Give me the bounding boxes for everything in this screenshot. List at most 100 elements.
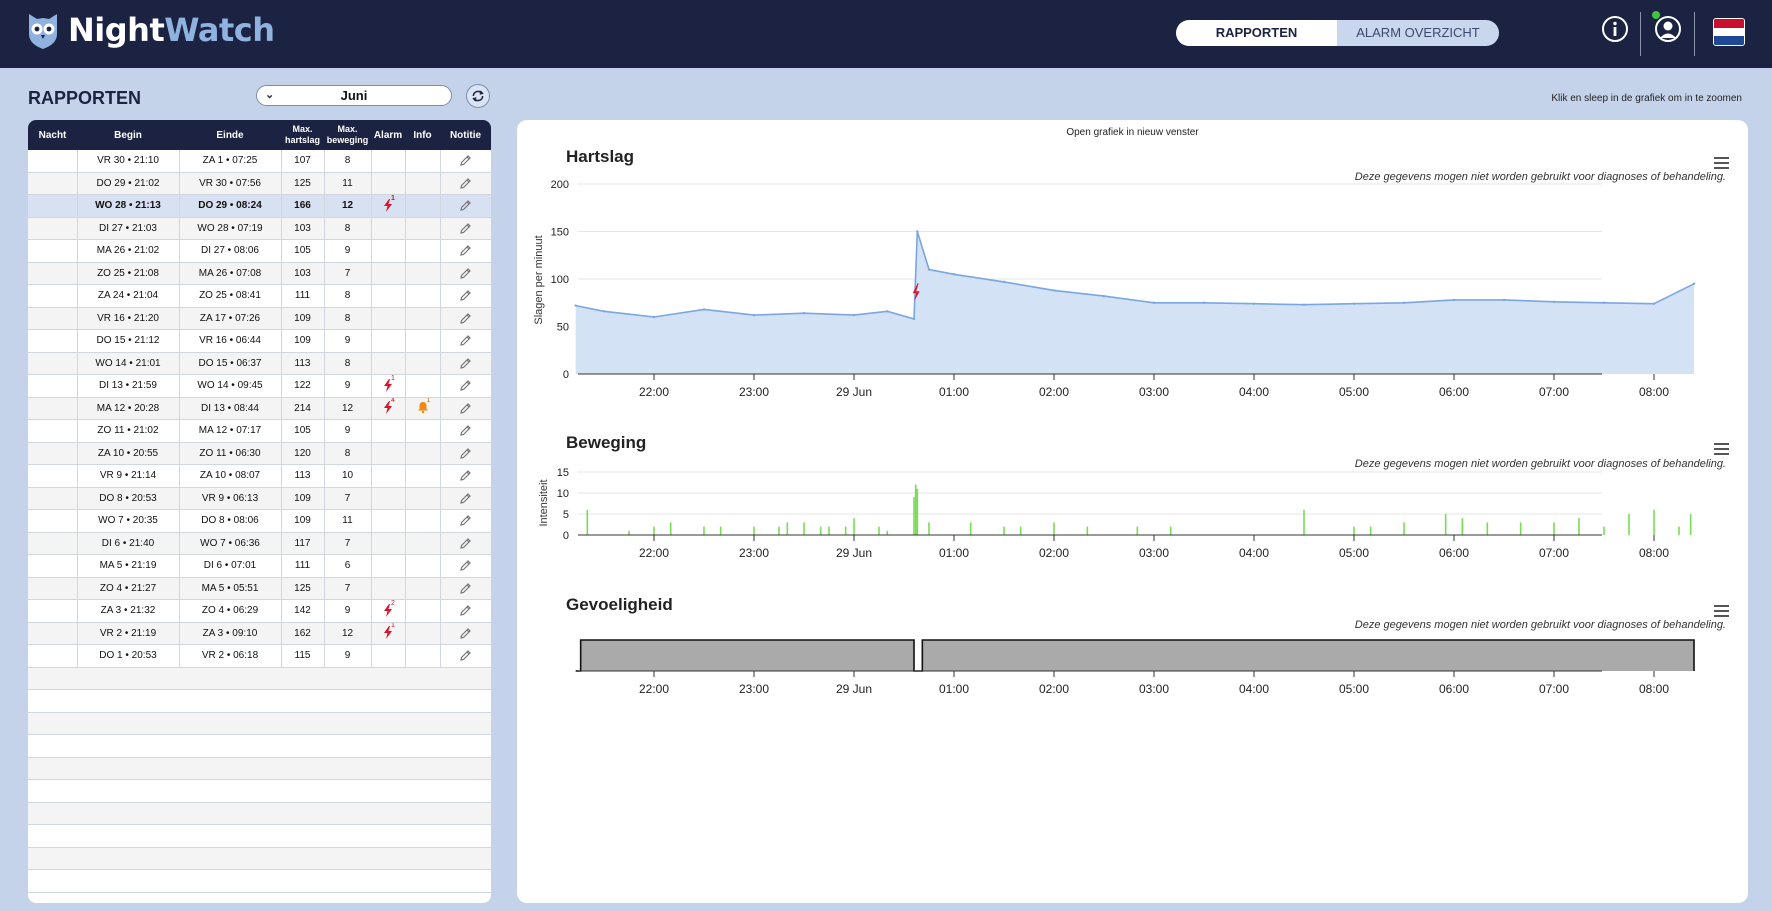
- cell-notitie[interactable]: [440, 194, 491, 218]
- pencil-icon[interactable]: [459, 357, 472, 369]
- alarm-indicator[interactable]: 4: [382, 397, 395, 415]
- info-indicator[interactable]: 1: [417, 397, 430, 415]
- pencil-icon[interactable]: [459, 492, 472, 504]
- cell-notitie[interactable]: [440, 419, 491, 443]
- table-row[interactable]: ZO 4 • 21:27 MA 5 • 05:51 125 7: [28, 577, 491, 600]
- col-alarm[interactable]: Alarm: [371, 120, 405, 150]
- pencil-icon[interactable]: [459, 425, 472, 437]
- tab-rapporten[interactable]: RAPPORTEN: [1176, 20, 1337, 46]
- table-row[interactable]: ZA 24 • 21:04 ZO 25 • 08:41 111 8: [28, 284, 491, 308]
- month-select[interactable]: ⌄ Juni: [256, 85, 452, 106]
- beweging-menu-icon[interactable]: [1714, 443, 1729, 456]
- cell-notitie[interactable]: [440, 599, 491, 623]
- cell-notitie[interactable]: [440, 217, 491, 240]
- pencil-icon[interactable]: [459, 290, 472, 302]
- table-row[interactable]: ZO 25 • 21:08 MA 26 • 07:08 103 7: [28, 262, 491, 285]
- cell-notitie[interactable]: [440, 307, 491, 330]
- flag-nl-icon[interactable]: [1713, 18, 1745, 46]
- col-notitie[interactable]: Notitie: [440, 120, 491, 150]
- alarm-indicator[interactable]: 1: [382, 195, 395, 213]
- table-row[interactable]: WO 7 • 20:35 DO 8 • 08:06 109 11: [28, 509, 491, 533]
- col-begin[interactable]: Begin: [77, 120, 179, 150]
- pencil-icon[interactable]: [459, 627, 472, 639]
- cell-notitie[interactable]: [440, 329, 491, 353]
- pencil-icon[interactable]: [459, 200, 472, 212]
- table-row[interactable]: VR 2 • 21:19 ZA 3 • 09:10 162 12 1: [28, 622, 491, 645]
- pencil-icon[interactable]: [459, 650, 472, 662]
- cell-notitie[interactable]: [440, 554, 491, 578]
- table-row[interactable]: DI 6 • 21:40 WO 7 • 06:36 117 7: [28, 532, 491, 555]
- cell-alarm[interactable]: 1: [371, 194, 406, 218]
- hartslag-menu-icon[interactable]: [1714, 157, 1729, 170]
- table-row[interactable]: WO 28 • 21:13 DO 29 • 08:24 166 12 1: [28, 194, 491, 218]
- gevoeligheid-menu-icon[interactable]: [1714, 605, 1729, 618]
- pencil-icon[interactable]: [459, 560, 472, 572]
- table-row[interactable]: DI 27 • 21:03 WO 28 • 07:19 103 8: [28, 217, 491, 240]
- table-row[interactable]: DO 15 • 21:12 VR 16 • 06:44 109 9: [28, 329, 491, 353]
- table-row[interactable]: WO 14 • 21:01 DO 15 • 06:37 113 8: [28, 352, 491, 375]
- cell-notitie[interactable]: [440, 397, 491, 420]
- pencil-icon[interactable]: [459, 267, 472, 279]
- open-chart-link[interactable]: Open grafiek in nieuw venster: [1066, 127, 1199, 138]
- cell-alarm[interactable]: 1: [371, 374, 406, 398]
- table-row[interactable]: VR 30 • 21:10 ZA 1 • 07:25 107 8: [28, 150, 491, 173]
- cell-alarm[interactable]: 2: [371, 599, 406, 623]
- cell-notitie[interactable]: [440, 487, 491, 510]
- table-row[interactable]: MA 26 • 21:02 DI 27 • 08:06 105 9: [28, 239, 491, 263]
- pencil-icon[interactable]: [459, 470, 472, 482]
- pencil-icon[interactable]: [459, 177, 472, 189]
- pencil-icon[interactable]: [459, 312, 472, 324]
- col-info[interactable]: Info: [405, 120, 440, 150]
- cell-notitie[interactable]: [440, 442, 491, 465]
- logo[interactable]: NightWatch: [26, 10, 275, 50]
- pencil-icon[interactable]: [459, 515, 472, 527]
- table-row[interactable]: VR 16 • 21:20 ZA 17 • 07:26 109 8: [28, 307, 491, 330]
- pencil-icon[interactable]: [459, 245, 472, 257]
- cell-notitie[interactable]: [440, 262, 491, 285]
- table-row[interactable]: VR 9 • 21:14 ZA 10 • 08:07 113 10: [28, 464, 491, 488]
- col-einde[interactable]: Einde: [179, 120, 281, 150]
- cell-notitie[interactable]: [440, 622, 491, 645]
- cell-notitie[interactable]: [440, 374, 491, 398]
- cell-notitie[interactable]: [440, 577, 491, 600]
- pencil-icon[interactable]: [459, 447, 472, 459]
- table-row[interactable]: DO 8 • 20:53 VR 9 • 06:13 109 7: [28, 487, 491, 510]
- alarm-indicator[interactable]: 1: [382, 622, 395, 640]
- cell-notitie[interactable]: [440, 464, 491, 488]
- cell-notitie[interactable]: [440, 239, 491, 263]
- pencil-icon[interactable]: [459, 155, 472, 167]
- table-row[interactable]: MA 12 • 20:28 DI 13 • 08:44 214 12 4 1: [28, 397, 491, 420]
- pencil-icon[interactable]: [459, 402, 472, 414]
- col-nacht[interactable]: Nacht: [28, 120, 77, 150]
- table-row[interactable]: ZA 3 • 21:32 ZO 4 • 06:29 142 9 2: [28, 599, 491, 623]
- info-icon[interactable]: [1601, 15, 1629, 43]
- col-max-hartslag[interactable]: Max. hartslag: [281, 120, 324, 150]
- user-icon[interactable]: [1654, 15, 1682, 43]
- pencil-icon[interactable]: [459, 222, 472, 234]
- table-row[interactable]: MA 5 • 21:19 DI 6 • 07:01 111 6: [28, 554, 491, 578]
- cell-notitie[interactable]: [440, 284, 491, 308]
- alarm-indicator[interactable]: 1: [382, 375, 395, 393]
- table-row[interactable]: DO 29 • 21:02 VR 30 • 07:56 125 11: [28, 172, 491, 195]
- cell-alarm[interactable]: 1: [371, 622, 406, 645]
- pencil-icon[interactable]: [459, 537, 472, 549]
- cell-notitie[interactable]: [440, 532, 491, 555]
- tab-alarm-overzicht[interactable]: ALARM OVERZICHT: [1337, 20, 1499, 46]
- table-row[interactable]: DO 1 • 20:53 VR 2 • 06:18 115 9: [28, 644, 491, 668]
- table-row[interactable]: ZO 11 • 21:02 MA 12 • 07:17 105 9: [28, 419, 491, 443]
- col-max-beweging[interactable]: Max. beweging: [324, 120, 371, 150]
- table-row[interactable]: DI 13 • 21:59 WO 14 • 09:45 122 9 1: [28, 374, 491, 398]
- pencil-icon[interactable]: [459, 335, 472, 347]
- pencil-icon[interactable]: [459, 582, 472, 594]
- cell-notitie[interactable]: [440, 509, 491, 533]
- pencil-icon[interactable]: [459, 605, 472, 617]
- refresh-icon[interactable]: [466, 84, 490, 108]
- cell-notitie[interactable]: [440, 644, 491, 668]
- cell-notitie[interactable]: [440, 150, 491, 173]
- cell-notitie[interactable]: [440, 172, 491, 195]
- pencil-icon[interactable]: [459, 380, 472, 392]
- cell-info[interactable]: 1: [405, 397, 441, 420]
- table-row[interactable]: ZA 10 • 20:55 ZO 11 • 06:30 120 8: [28, 442, 491, 465]
- cell-alarm[interactable]: 4: [371, 397, 406, 420]
